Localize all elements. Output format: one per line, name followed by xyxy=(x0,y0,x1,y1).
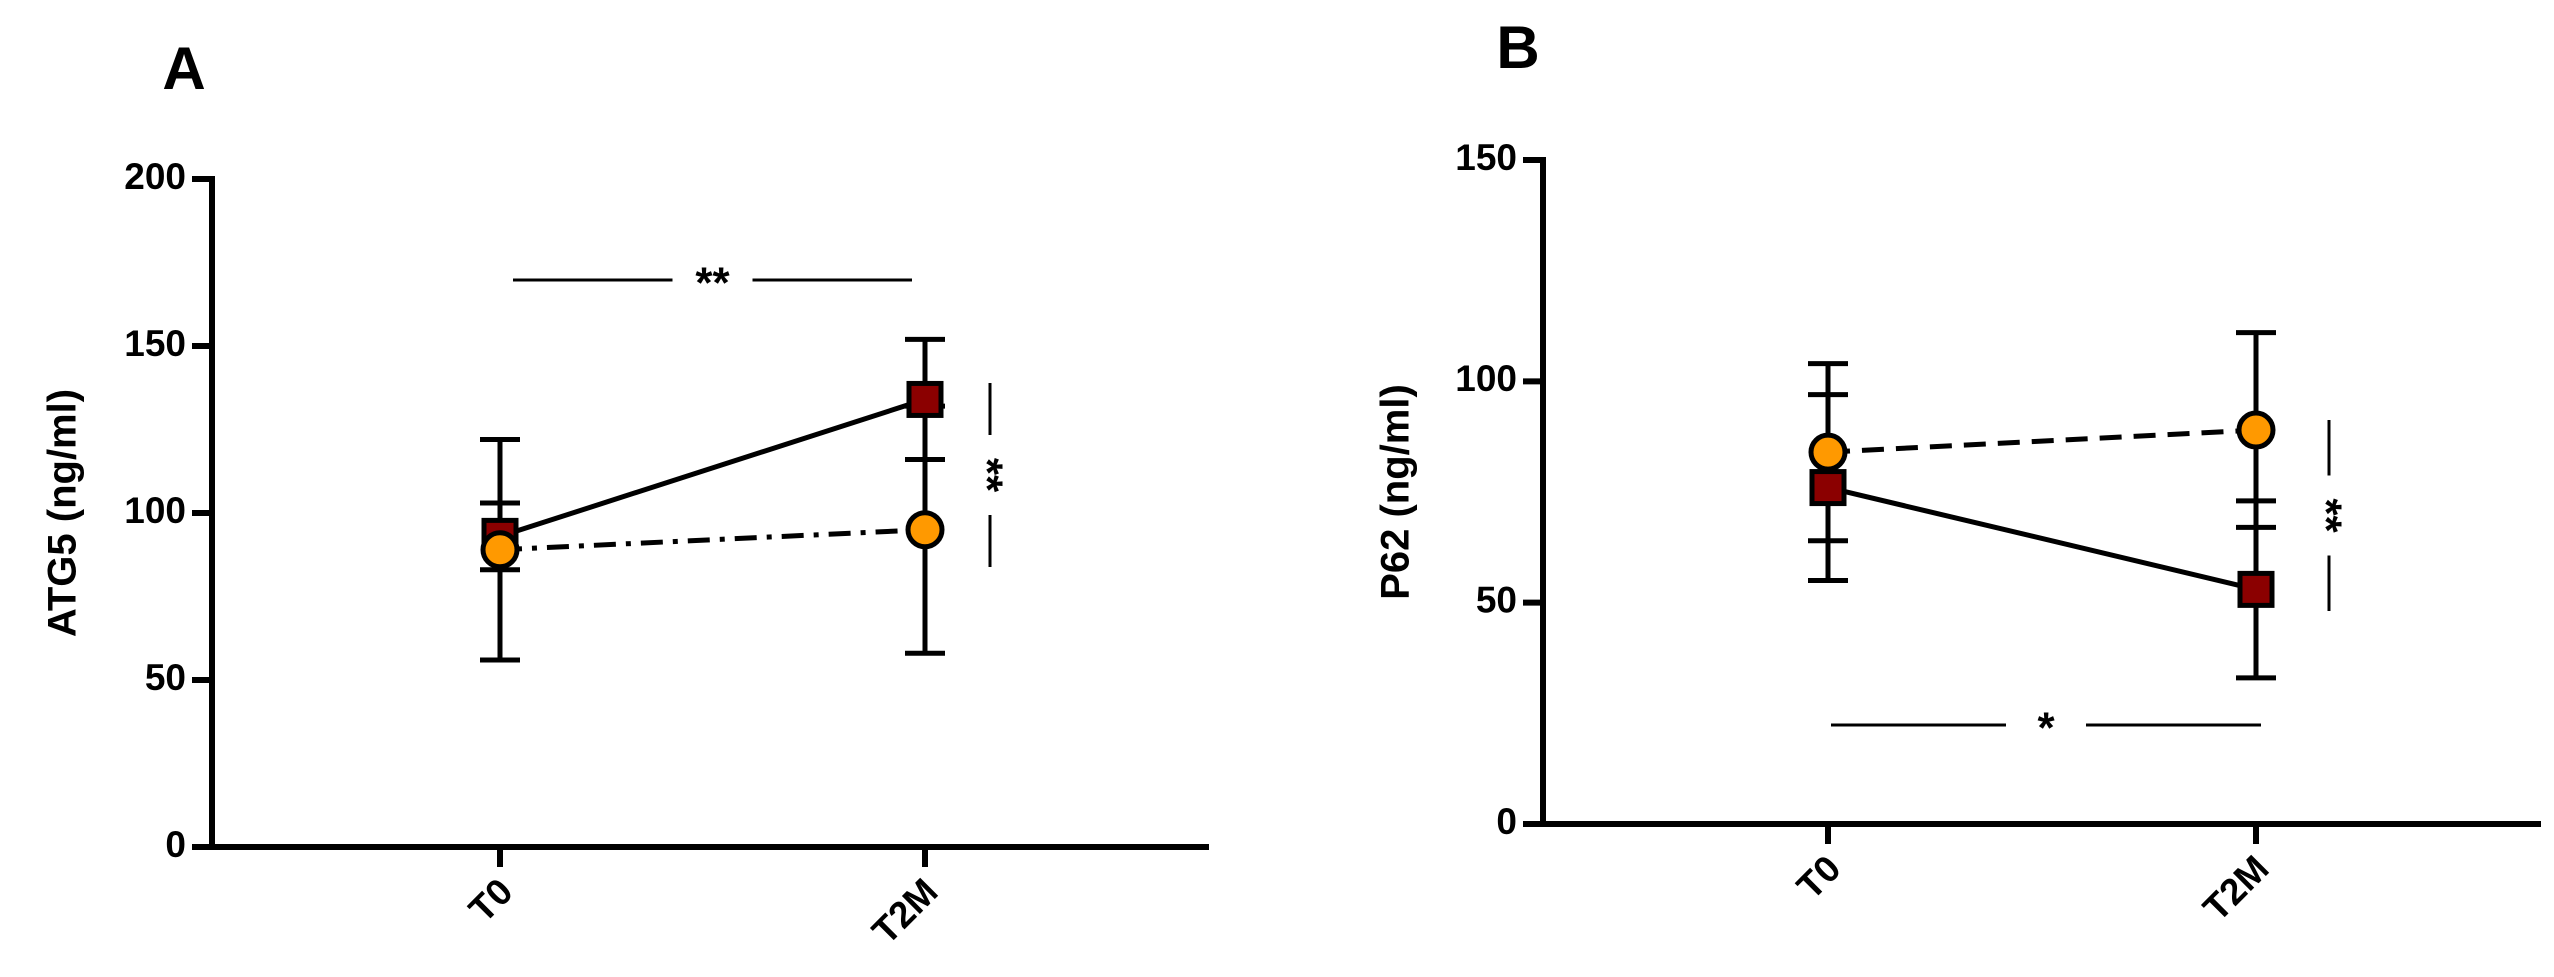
y-tick-label: 50 xyxy=(145,657,186,698)
y-axis-label: P62 (ng/ml) xyxy=(1374,384,1418,600)
x-tick-label: T2M xyxy=(2195,848,2276,929)
y-tick-label: 150 xyxy=(124,323,186,364)
marker xyxy=(2236,410,2276,450)
marker xyxy=(480,530,520,570)
x-tick-label: T0 xyxy=(1789,848,1849,908)
marker xyxy=(1809,469,1847,507)
significance-label: ** xyxy=(2301,498,2350,533)
y-tick-label: 150 xyxy=(1455,137,1517,178)
y-tick-label: 100 xyxy=(124,490,186,531)
marker xyxy=(1808,432,1848,472)
marker xyxy=(2237,570,2275,608)
series-line xyxy=(499,397,926,539)
marker xyxy=(905,510,945,550)
series-line xyxy=(499,527,926,553)
y-axis-label: ATG5 (ng/ml) xyxy=(41,389,85,637)
x-tick-label: T2M xyxy=(864,871,945,952)
significance-label: ** xyxy=(695,259,730,308)
significance-label: * xyxy=(2037,704,2055,753)
panel-label: B xyxy=(1496,14,1539,81)
y-tick-label: 0 xyxy=(1496,801,1517,842)
y-tick-label: 0 xyxy=(165,824,186,865)
y-tick-label: 100 xyxy=(1455,358,1517,399)
panel-label: A xyxy=(162,35,205,102)
series-line xyxy=(1827,485,2257,592)
marker xyxy=(906,380,944,418)
y-tick-label: 50 xyxy=(1476,579,1517,620)
x-tick-label: T0 xyxy=(461,871,521,931)
series-line xyxy=(1827,427,2257,455)
y-tick-label: 200 xyxy=(124,156,186,197)
significance-label: ** xyxy=(962,458,1011,493)
